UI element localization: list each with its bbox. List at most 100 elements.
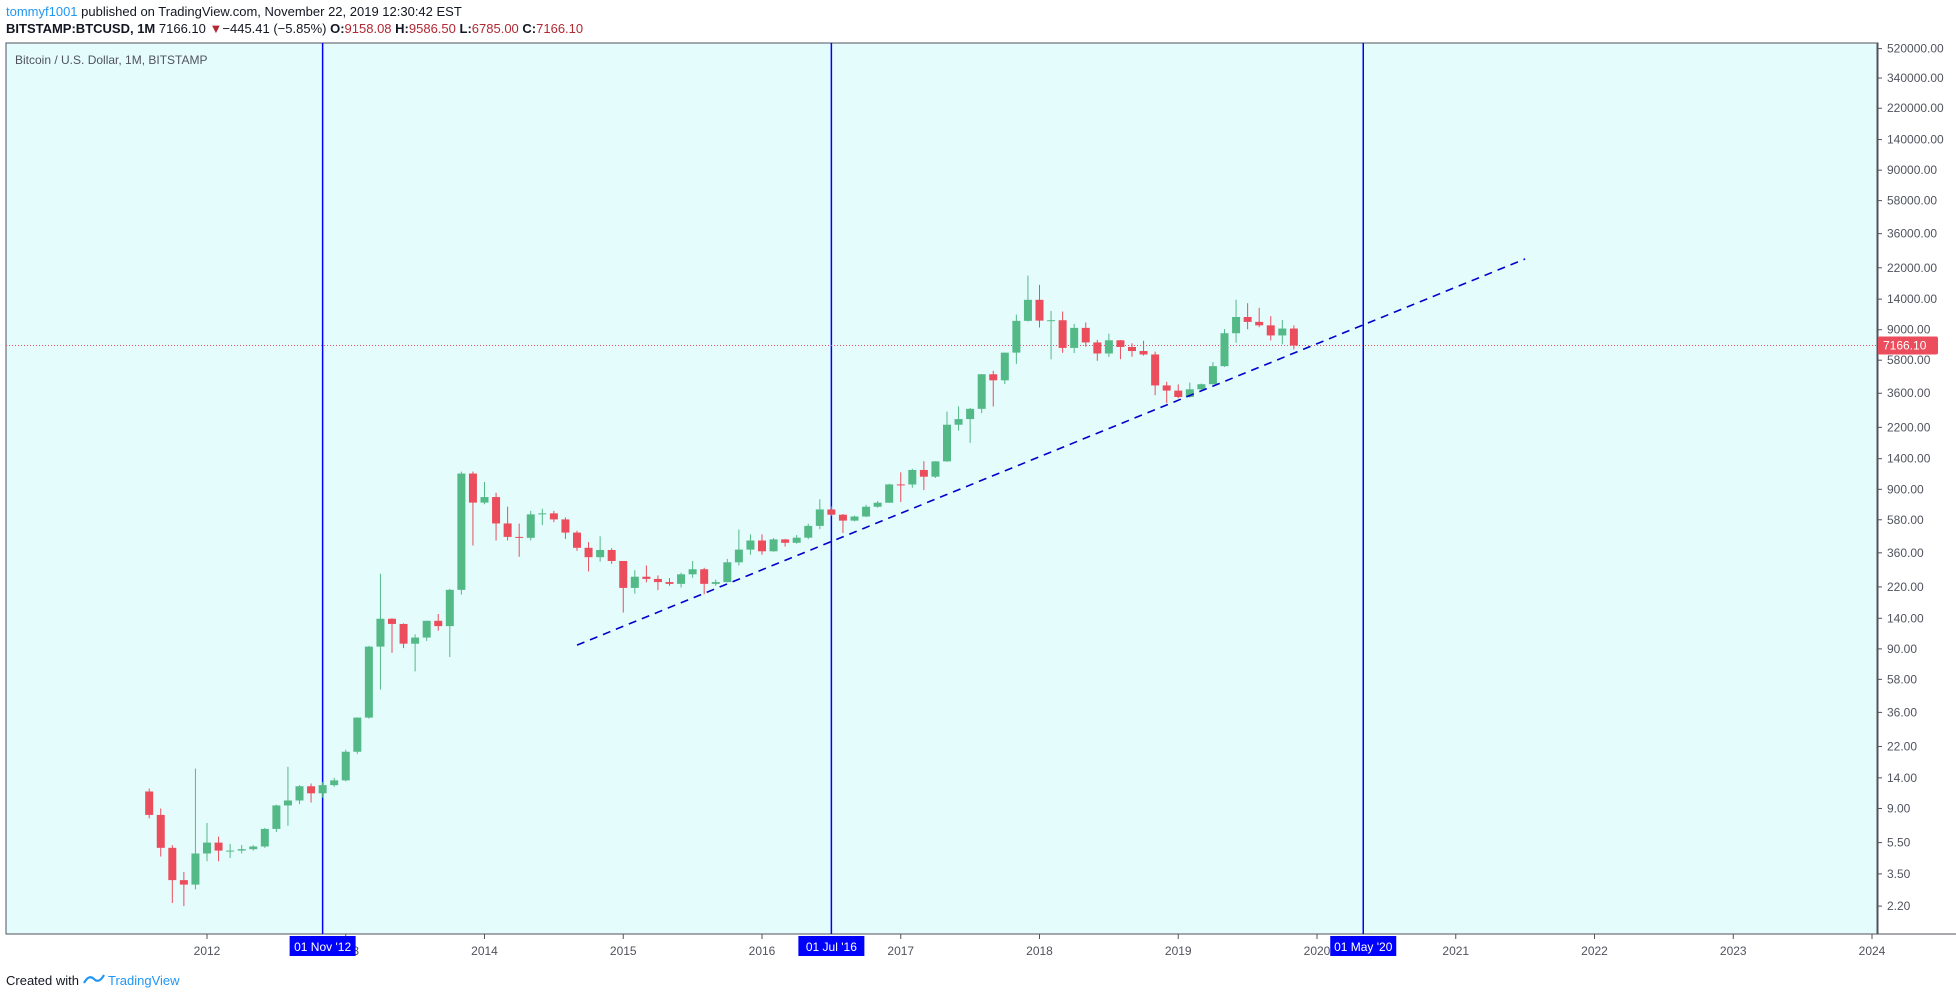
price-tick-label: 90.00 — [1887, 642, 1917, 656]
time-tick-label: 2019 — [1165, 944, 1192, 958]
candle-body — [1139, 351, 1148, 355]
price-tick-label: 5800.00 — [1887, 353, 1931, 367]
candle-body — [954, 419, 963, 425]
candle-body — [1012, 320, 1021, 353]
price-change: −445.41 (−5.85%) — [222, 21, 327, 36]
candle-body — [792, 537, 801, 543]
price-tick-label: 3.50 — [1887, 867, 1911, 881]
vertical-line-label: 01 Jul '16 — [806, 940, 857, 954]
candle-body — [179, 880, 188, 885]
candle-body — [815, 509, 824, 526]
candle-body — [723, 562, 732, 583]
price-axis[interactable]: 2.20 3.50 5.50 9.00 14.00 22.00 36.00 58.00 90.0… — [1877, 42, 1944, 913]
price-tick-label: 22.00 — [1887, 740, 1917, 754]
tradingview-link[interactable]: TradingView — [108, 973, 180, 988]
candle-body — [1162, 385, 1171, 391]
chart-background — [5, 42, 1879, 935]
candle-body — [1197, 384, 1206, 390]
price-tick-label: 14.00 — [1887, 771, 1917, 785]
price-tick-label: 36.00 — [1887, 705, 1917, 719]
current-price-tag: 7166.10 — [1878, 336, 1938, 355]
candle-body — [862, 506, 871, 517]
price-tick-label: 220.00 — [1887, 580, 1924, 594]
candle-body — [1035, 299, 1044, 321]
candle-body — [515, 536, 524, 538]
high-value: 9586.50 — [408, 21, 456, 36]
author-link[interactable]: tommyf1001 — [6, 4, 78, 19]
candle-body — [272, 805, 281, 829]
candle-body — [769, 539, 778, 552]
candle-body — [642, 576, 651, 579]
low-label: L: — [459, 21, 472, 36]
price-tick-label: 9000.00 — [1887, 323, 1931, 337]
price-tick-label: 36000.00 — [1887, 227, 1937, 241]
candle-body — [908, 469, 917, 485]
candle-body — [526, 514, 535, 538]
time-tick-label: 2018 — [1026, 944, 1053, 958]
created-with-text: Created with — [6, 973, 79, 988]
price-tick-label: 360.00 — [1887, 546, 1924, 560]
low-value: 6785.00 — [471, 21, 519, 36]
candle-body — [1081, 327, 1090, 343]
candle-body — [1278, 328, 1287, 336]
candle-body — [758, 540, 766, 552]
candle-body — [353, 717, 362, 752]
candle-body — [307, 786, 316, 794]
candle-body — [607, 549, 616, 561]
vertical-line-label: 01 Nov '12 — [294, 940, 351, 954]
price-tick-label: 2200.00 — [1887, 420, 1931, 434]
candle-body — [711, 582, 720, 584]
candle-body — [1058, 320, 1067, 348]
close-label: C: — [522, 21, 537, 36]
high-label: H: — [395, 21, 409, 36]
trendline[interactable] — [576, 258, 1526, 646]
price-tick-label: 520000.00 — [1887, 42, 1944, 56]
candle-body — [1255, 321, 1264, 326]
time-tick-label: 2016 — [749, 944, 776, 958]
candle-body — [341, 751, 350, 781]
candle-body — [145, 791, 154, 815]
vertical-line-label-bg — [798, 936, 865, 956]
price-tick-label: 2.20 — [1887, 899, 1911, 913]
candle-body — [226, 850, 235, 852]
candle-body — [677, 574, 686, 584]
candle-body — [1093, 342, 1102, 354]
open-value: 9158.08 — [344, 21, 392, 36]
candle-body — [376, 618, 385, 647]
current-price-tag-text: 7166.10 — [1883, 339, 1927, 353]
candle-body — [1208, 366, 1217, 385]
candle-body — [919, 469, 928, 477]
candle-body — [630, 576, 639, 588]
candle-body — [1151, 354, 1160, 386]
candle-body — [561, 519, 570, 533]
time-axis[interactable]: 2012201320142015201620172018201920202021… — [194, 934, 1886, 958]
candle-body — [214, 842, 223, 851]
candle-body — [781, 539, 790, 543]
candle-body — [885, 484, 894, 503]
candle-body — [260, 828, 269, 847]
candle-body — [168, 847, 177, 881]
candle-body — [931, 461, 940, 477]
vertical-line-labels: 01 Nov '12 01 Jul '16 01 May '20 — [289, 936, 1397, 956]
candle-body — [1266, 325, 1275, 336]
price-tick-label: 220000.00 — [1887, 101, 1944, 115]
candle-body — [850, 516, 859, 521]
price-tick-label: 58000.00 — [1887, 194, 1937, 208]
candle-body — [619, 560, 628, 588]
candle-body — [503, 523, 512, 537]
candle-body — [480, 497, 489, 503]
candle-body — [1047, 320, 1056, 322]
footer: Created with TradingView — [6, 973, 180, 988]
candle-body — [734, 549, 743, 563]
candle-body — [191, 853, 200, 885]
candle-body — [977, 374, 986, 409]
time-tick-label: 2014 — [471, 944, 498, 958]
last-price: 7166.10 — [158, 21, 206, 36]
candle-body — [1128, 346, 1136, 352]
symbol-bar: BITSTAMP:BTCUSD, 1M 7166.10 ▼−445.41 (−5… — [6, 21, 583, 36]
candle-body — [468, 473, 477, 503]
candle-body — [549, 513, 558, 520]
candle-body — [1185, 389, 1194, 398]
candle-body — [989, 374, 998, 381]
